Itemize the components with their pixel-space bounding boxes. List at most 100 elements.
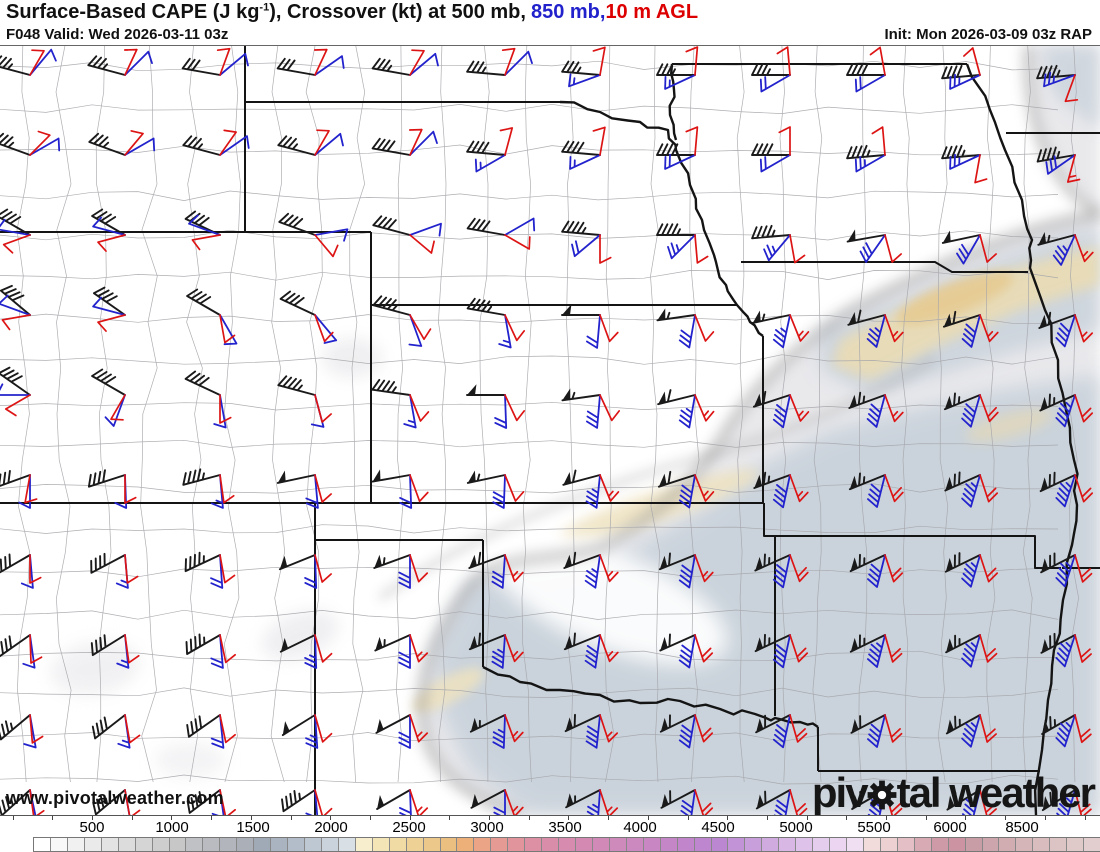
logo-text-left: piv <box>811 769 869 816</box>
colorbar-cell <box>576 838 593 851</box>
wind-barb-cluster <box>276 470 332 509</box>
colorbar-tickmark <box>92 816 93 820</box>
wind-barb-cluster <box>182 129 250 156</box>
colorbar-tickmark <box>1084 816 1086 820</box>
colorbar-cell <box>643 838 661 851</box>
river-border <box>965 63 1079 815</box>
colorbar-tickmark <box>1044 816 1046 820</box>
river-border <box>559 100 764 337</box>
wind-barb-cluster <box>1040 632 1092 668</box>
wind-barb-cluster <box>0 284 31 331</box>
wind-barb-cluster <box>941 144 988 184</box>
colorbar-tick-label: 6000 <box>933 819 967 836</box>
title-bar: Surface-Based CAPE (J kg-1), Crossover (… <box>0 0 1100 46</box>
colorbar-cell <box>931 838 949 851</box>
colorbar-cell <box>525 838 543 851</box>
colorbar-tick-label: 3000 <box>470 819 504 836</box>
colorbar-tick-label: 8500 <box>1005 819 1039 836</box>
colorbar-cell <box>609 838 627 851</box>
wind-barb-cluster <box>371 469 429 509</box>
colorbar-tickmark <box>647 816 649 820</box>
wind-barb-cluster <box>466 217 536 250</box>
colorbar-cell <box>101 838 119 851</box>
logo-text-right: tal weather <box>896 769 1096 816</box>
wind-barb-cluster <box>1037 232 1094 266</box>
colorbar-cell <box>660 838 678 851</box>
colorbar-tick-label: 4000 <box>623 819 657 836</box>
colorbar-tickmark <box>52 816 54 820</box>
wind-barb-cluster <box>276 48 345 76</box>
colorbar-tickmark <box>687 816 689 820</box>
colorbar-cell <box>338 838 356 851</box>
wind-barb-cluster <box>278 554 332 589</box>
colorbar-cell <box>948 838 966 851</box>
colorbar-tickmark <box>171 816 173 820</box>
colorbar-cell <box>542 838 560 851</box>
colorbar-cell <box>355 838 373 851</box>
wind-barb-cluster <box>0 470 38 509</box>
wind-barb-cluster <box>186 714 236 749</box>
colorbar-cell <box>67 838 85 851</box>
colorbar-cell <box>508 838 526 851</box>
wind-barb-cluster <box>659 714 714 749</box>
colorbar-tickmark <box>290 816 292 820</box>
wind-barb-cluster <box>561 388 621 429</box>
colorbar-cell <box>1084 838 1100 851</box>
colorbar-tickmark <box>965 816 967 820</box>
wind-barb-cluster <box>944 471 999 508</box>
colorbar-cell <box>1050 838 1068 851</box>
title-cape: Surface-Based CAPE (J kg <box>6 1 260 23</box>
colorbar-cell <box>305 838 322 851</box>
colorbar-tick-label: 5500 <box>857 819 891 836</box>
colorbar-cell <box>999 838 1017 851</box>
colorbar-cell <box>779 838 797 851</box>
wind-barb-cluster <box>371 128 438 156</box>
watermark: www.pivotalweather.com <box>6 788 224 808</box>
wind-barb-cluster <box>372 215 442 254</box>
init-time: Init: Mon 2026-03-09 03z RAP <box>884 26 1092 43</box>
wind-barb-cluster <box>0 48 57 76</box>
wind-barb-cluster <box>1038 311 1094 348</box>
colorbar-cell <box>135 838 153 851</box>
cape-shading <box>50 46 1100 815</box>
wind-barb-cluster <box>1039 471 1094 508</box>
wind-barb-cluster <box>468 632 524 669</box>
wind-barb-cluster <box>91 714 141 749</box>
wind-barb-cluster <box>91 208 126 252</box>
colorbar-cell <box>1067 838 1085 851</box>
colorbar-tickmark <box>131 816 133 820</box>
colorbar-cell <box>694 838 712 851</box>
wind-barb-cluster <box>754 633 809 669</box>
colorbar-cell <box>237 838 255 851</box>
wind-barb-cluster <box>660 789 714 815</box>
wind-barb-cluster <box>0 366 31 417</box>
wind-barb-cluster <box>754 553 809 589</box>
wind-barb-cluster <box>184 551 236 589</box>
wind-barb-cluster <box>0 789 45 815</box>
wind-barb-cluster <box>0 208 31 254</box>
colorbar-tick-label: 2500 <box>392 819 426 836</box>
colorbar-cell <box>474 838 492 851</box>
wind-barb-cluster <box>181 47 249 76</box>
wind-barb-cluster <box>941 47 981 90</box>
colorbar-cell <box>372 838 390 851</box>
colorbar-tickmark <box>250 816 252 820</box>
title-850mb: 850 mb, <box>530 1 606 23</box>
wind-barb-cluster <box>846 229 902 263</box>
wind-barb-cluster <box>656 223 709 264</box>
wind-barbs-layer <box>0 46 1094 815</box>
wind-barb-cluster <box>659 633 714 669</box>
map-canvas <box>0 46 1100 815</box>
colorbar-cell <box>1016 838 1034 851</box>
weather-map[interactable]: www.pivotalweather.com piv tal weather <box>0 46 1100 815</box>
wind-barb-cluster <box>849 634 903 668</box>
wind-barb-cluster <box>1040 552 1093 588</box>
colorbar-cell <box>728 838 746 851</box>
wind-barb-cluster <box>375 714 429 749</box>
wind-barb-cluster <box>0 553 42 589</box>
wind-barb-cluster <box>941 230 997 265</box>
colorbar-cell <box>169 838 187 851</box>
wind-barb-cluster <box>469 714 524 749</box>
wind-barb-cluster <box>847 309 904 348</box>
colorbar-cell <box>982 838 1000 851</box>
